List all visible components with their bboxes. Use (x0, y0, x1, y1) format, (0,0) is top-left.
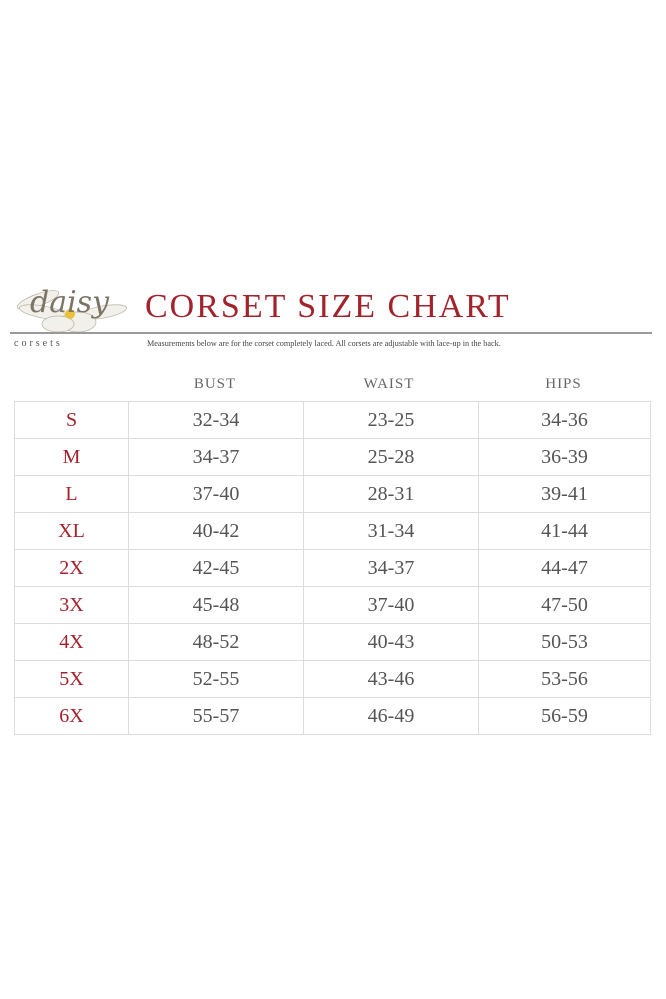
waist-cell: 40-43 (303, 623, 479, 661)
daisy-corsets-logo: daisy corsets (8, 262, 138, 352)
table-row: M 34-37 25-28 36-39 (14, 438, 651, 476)
waist-cell: 43-46 (303, 660, 479, 698)
svg-text:corsets: corsets (14, 338, 63, 349)
hips-cell: 56-59 (478, 697, 651, 735)
column-header-hips: HIPS (545, 376, 582, 392)
hips-cell: 44-47 (478, 549, 651, 587)
hips-cell: 50-53 (478, 623, 651, 661)
size-cell: M (14, 438, 129, 476)
header-divider (10, 332, 652, 334)
table-row: 5X 52-55 43-46 53-56 (14, 660, 651, 698)
hips-cell: 53-56 (478, 660, 651, 698)
size-cell: 2X (14, 549, 129, 587)
table-row: L 37-40 28-31 39-41 (14, 475, 651, 513)
hips-cell: 34-36 (478, 401, 651, 439)
table-row: XL 40-42 31-34 41-44 (14, 512, 651, 550)
waist-cell: 28-31 (303, 475, 479, 513)
table-row: 2X 42-45 34-37 44-47 (14, 549, 651, 587)
size-cell: 3X (14, 586, 129, 624)
size-cell: 4X (14, 623, 129, 661)
waist-cell: 37-40 (303, 586, 479, 624)
bust-cell: 45-48 (128, 586, 304, 624)
page-title: CORSET SIZE CHART (145, 288, 511, 325)
table-row: 6X 55-57 46-49 56-59 (14, 697, 651, 735)
bust-cell: 34-37 (128, 438, 304, 476)
size-cell: XL (14, 512, 129, 550)
column-header-waist: WAIST (363, 376, 415, 392)
waist-cell: 23-25 (303, 401, 479, 439)
bust-cell: 32-34 (128, 401, 304, 439)
waist-cell: 25-28 (303, 438, 479, 476)
bust-cell: 37-40 (128, 475, 304, 513)
hips-cell: 36-39 (478, 438, 651, 476)
size-cell: 5X (14, 660, 129, 698)
waist-cell: 46-49 (303, 697, 479, 735)
table-row: S 32-34 23-25 34-36 (14, 401, 651, 439)
size-cell: L (14, 475, 129, 513)
hips-cell: 41-44 (478, 512, 651, 550)
bust-cell: 40-42 (128, 512, 304, 550)
table-row: 4X 48-52 40-43 50-53 (14, 623, 651, 661)
bust-cell: 42-45 (128, 549, 304, 587)
size-cell: S (14, 401, 129, 439)
svg-text:daisy: daisy (30, 285, 110, 320)
bust-cell: 52-55 (128, 660, 304, 698)
hips-cell: 47-50 (478, 586, 651, 624)
waist-cell: 31-34 (303, 512, 479, 550)
size-table: S 32-34 23-25 34-36 M 34-37 25-28 36-39 L 37-40 28… (14, 401, 651, 735)
subtitle: Measurements below are for the corset co… (147, 339, 501, 348)
daisy-flower-icon: daisy corsets (14, 285, 128, 349)
waist-cell: 34-37 (303, 549, 479, 587)
column-header-bust: BUST (193, 376, 237, 392)
hips-cell: 39-41 (478, 475, 651, 513)
bust-cell: 48-52 (128, 623, 304, 661)
table-row: 3X 45-48 37-40 47-50 (14, 586, 651, 624)
size-cell: 6X (14, 697, 129, 735)
bust-cell: 55-57 (128, 697, 304, 735)
